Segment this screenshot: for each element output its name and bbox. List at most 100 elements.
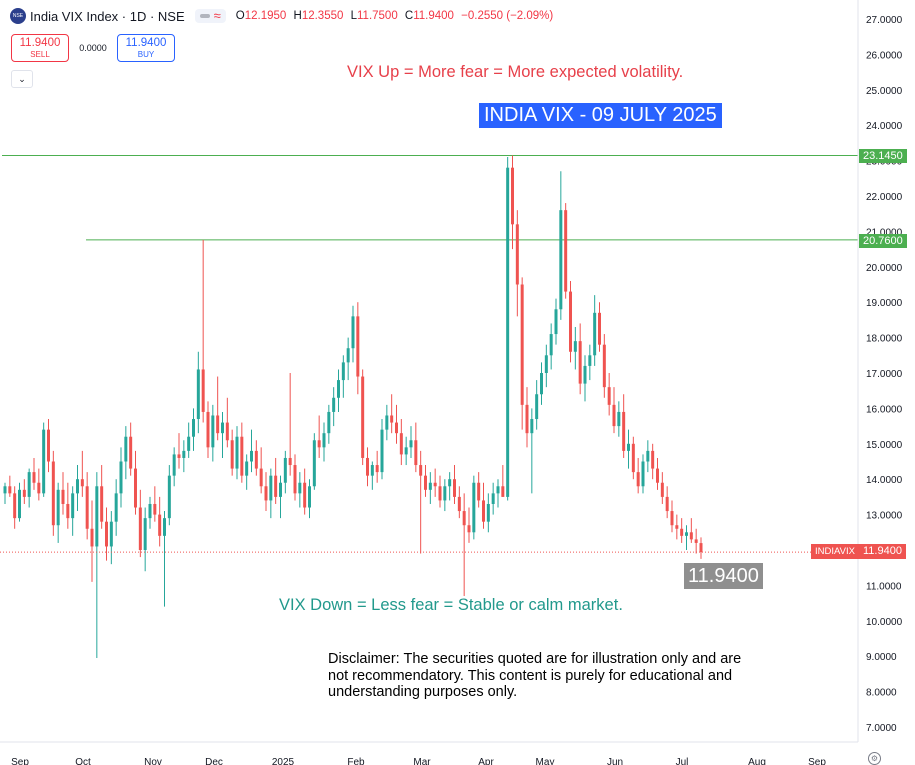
series-toggle[interactable]: ≈ [194, 9, 226, 23]
candle-body [283, 457, 287, 483]
candle-body [80, 479, 84, 487]
y-tick-label: 27.0000 [866, 15, 903, 26]
y-tick-label: 17.0000 [866, 369, 903, 380]
candle-body [8, 486, 12, 494]
x-tick-label: Nov [144, 757, 162, 765]
candle-body [42, 429, 46, 494]
collapse-chevron-icon[interactable]: ⌄ [11, 70, 33, 88]
change-value: −0.2550 (−2.09%) [461, 10, 554, 22]
price-axis: 7.00008.00009.000010.000011.000012.00001… [857, 0, 903, 742]
candle-body [192, 419, 195, 437]
candle-body [254, 450, 258, 469]
candle-body [511, 167, 514, 225]
candle-body [90, 528, 94, 547]
open-value: 12.1950 [244, 10, 287, 22]
x-tick-label: 2025 [272, 757, 295, 765]
y-tick-label: 16.0000 [866, 404, 903, 415]
candle-body [13, 493, 17, 519]
low-key: L [350, 10, 357, 22]
candle-body [607, 387, 611, 405]
x-tick-label: Feb [347, 757, 365, 765]
candle-body [153, 503, 157, 515]
candle-body [332, 397, 336, 412]
candle-body [482, 500, 485, 522]
y-tick-label: 20.0000 [866, 263, 903, 274]
candle-body [279, 482, 282, 497]
candle-body [71, 493, 75, 519]
candle-body [424, 475, 427, 490]
candle-body [660, 482, 664, 497]
ticker-label: INDIAVIX [811, 544, 859, 559]
candle-body [540, 373, 543, 395]
candle-body [259, 468, 263, 487]
x-tick-label: Jul [676, 757, 689, 765]
candle-body [525, 404, 529, 434]
candle-body [211, 415, 215, 448]
candle-body [438, 486, 442, 501]
candle-body [158, 514, 162, 536]
candle-body [501, 486, 505, 497]
candle-body [573, 341, 577, 352]
candle-body [641, 461, 645, 487]
x-tick-label: Dec [205, 757, 223, 765]
candle-body [327, 411, 331, 434]
candle-body [395, 422, 398, 434]
candle-body [346, 348, 350, 363]
candle-body [699, 543, 703, 553]
candle-body [433, 482, 437, 487]
level-label-high: 23.1450 [859, 149, 907, 163]
candle-body [235, 436, 239, 469]
y-tick-label: 18.0000 [866, 334, 903, 345]
candle-body [544, 355, 548, 373]
candle-body [506, 167, 510, 497]
y-tick-label: 21.0000 [866, 227, 903, 238]
candle-body [134, 468, 137, 508]
buy-button[interactable]: 11.9400 BUY [117, 34, 175, 62]
candle-body [163, 518, 166, 536]
candle-body [317, 440, 321, 448]
symbol-title[interactable]: India VIX Index · 1D · NSE [30, 8, 185, 24]
candle-body [274, 475, 278, 497]
candle-body [428, 482, 432, 490]
candle-body [138, 507, 142, 550]
candle-body [385, 415, 389, 430]
candle-body [569, 291, 572, 352]
candle-body [419, 465, 423, 476]
candle-body [37, 482, 41, 494]
candle-body [549, 334, 553, 356]
y-tick-label: 24.0000 [866, 121, 903, 132]
candle-body [119, 461, 123, 494]
candle-body [486, 503, 490, 522]
candle-body [109, 521, 113, 547]
candle-body [56, 489, 60, 526]
candle-body [230, 440, 234, 469]
candle-body [47, 429, 50, 462]
candle-body [308, 486, 311, 508]
candle-body [264, 486, 268, 501]
candle-body [617, 411, 621, 427]
time-axis-settings-icon[interactable]: ⚙ [868, 752, 881, 765]
y-tick-label: 22.0000 [866, 192, 903, 203]
candle-body [366, 457, 369, 476]
vix-up-note: VIX Up = More fear = More expected volat… [347, 63, 684, 81]
candle-body [670, 511, 674, 526]
candle-body [85, 486, 89, 529]
candle-body [167, 475, 171, 519]
candle-body [114, 493, 118, 522]
sell-button[interactable]: 11.9400 SELL [11, 34, 69, 62]
y-tick-label: 26.0000 [866, 50, 903, 61]
candle-body [298, 482, 302, 494]
y-tick-label: 14.0000 [866, 475, 903, 486]
time-axis: Sep Oct Nov Dec 2025 Feb Mar Apr May Jun Jul Aug Sep [0, 741, 858, 765]
candle-body [100, 486, 104, 522]
candle-body [399, 433, 403, 455]
candle-body [477, 482, 481, 501]
spread-value: 0.0000 [79, 43, 107, 53]
candle-body [361, 376, 365, 458]
candle-body [656, 468, 659, 483]
candle-body [129, 436, 133, 469]
candle-body [472, 482, 476, 533]
nse-logo-icon: NSE [10, 8, 26, 24]
candle-body [554, 309, 558, 335]
